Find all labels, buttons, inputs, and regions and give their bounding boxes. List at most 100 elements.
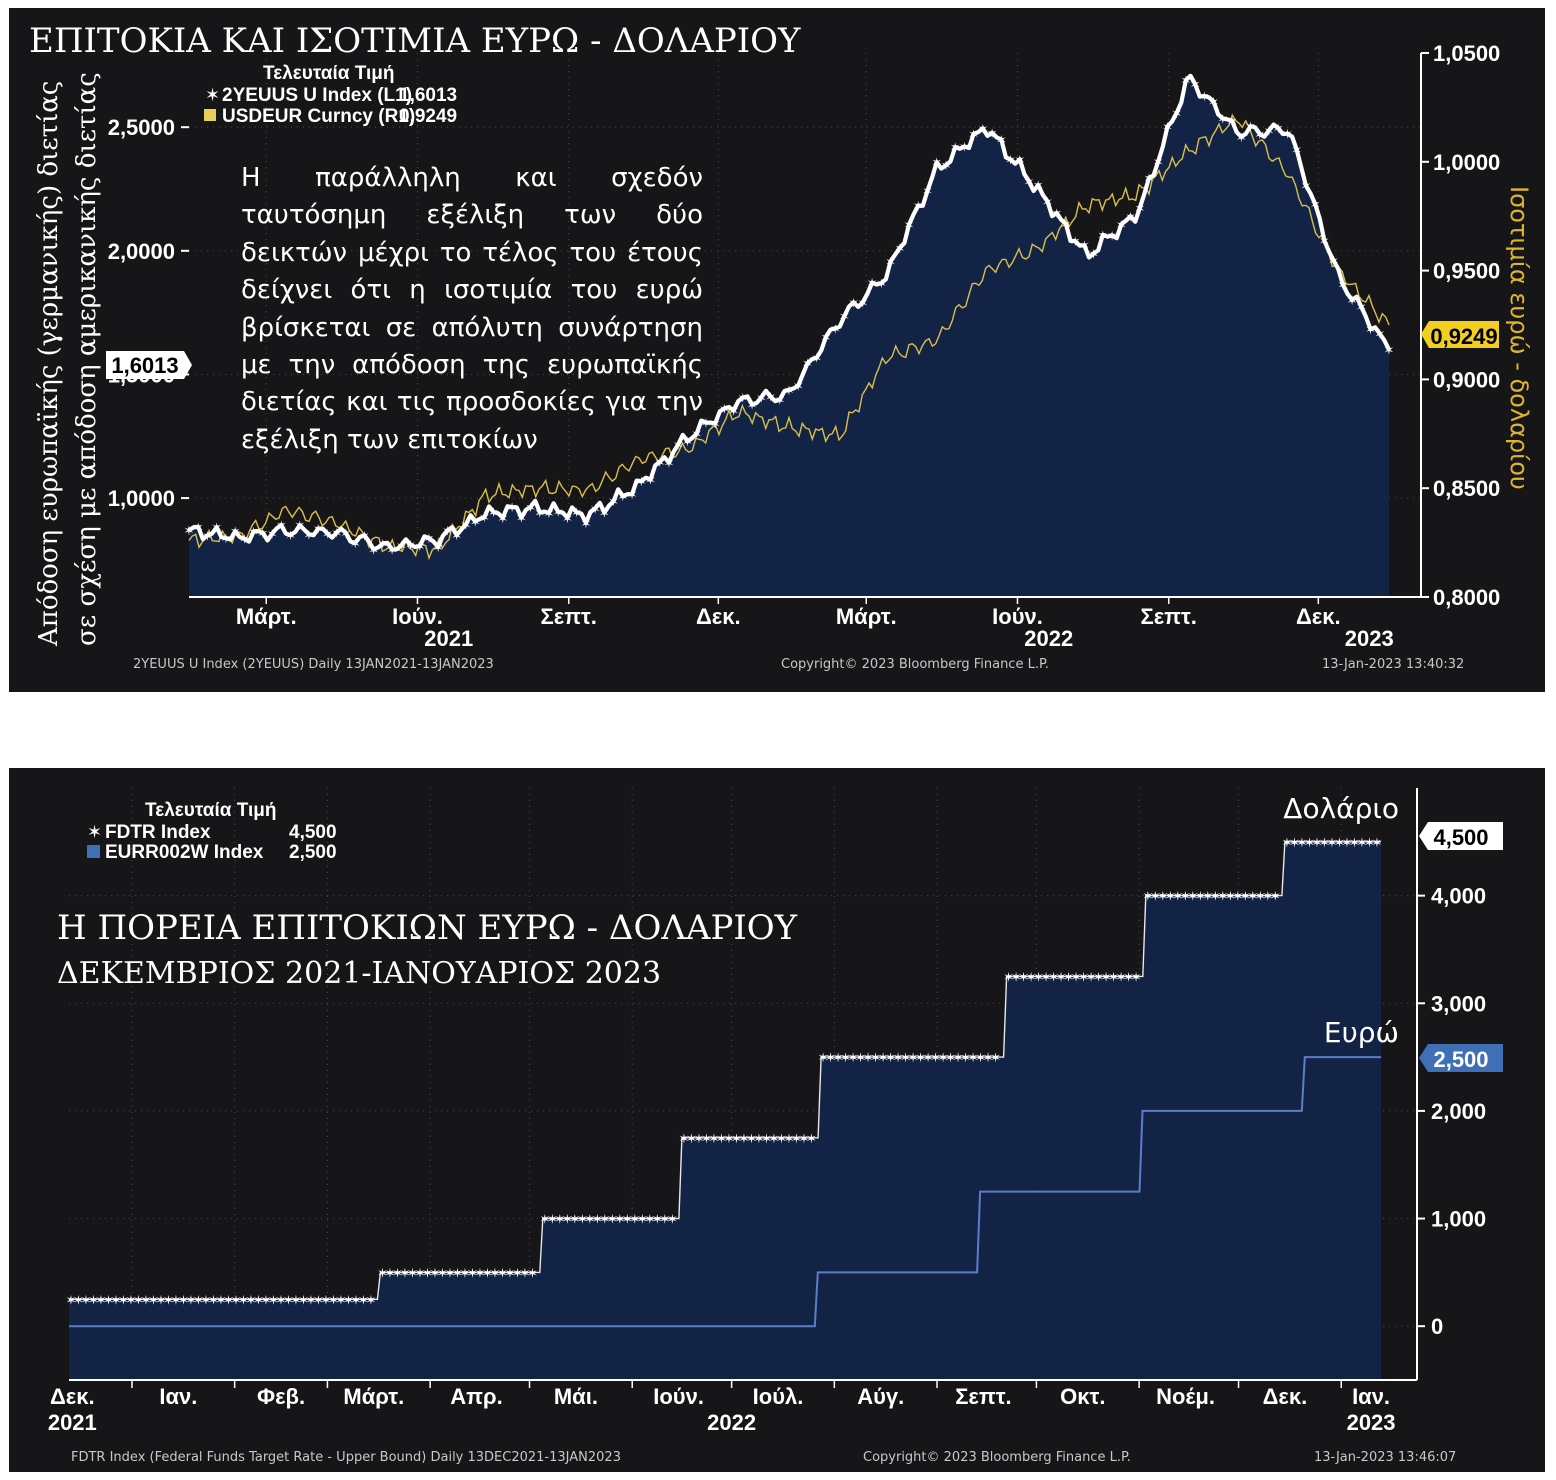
series-marker: ✶	[987, 126, 998, 141]
series-marker: ✶	[1088, 247, 1099, 262]
x-tick-label: Νοέμ.	[1156, 1384, 1215, 1409]
series-marker: ✶	[562, 511, 573, 526]
x-tick-label: Σεπτ.	[955, 1384, 1011, 1409]
series-marker: ✶	[793, 379, 804, 394]
year-label: 2021	[48, 1410, 97, 1435]
x-tick-label: Σεπτ.	[541, 604, 597, 629]
footer-copyright: Copyright© 2023 Bloomberg Finance L.P.	[781, 657, 1049, 672]
series-marker: ✶	[1282, 127, 1293, 142]
series-marker: ✶	[863, 1050, 874, 1065]
last-value-dollar: 4,500	[1433, 825, 1488, 850]
series-marker: ✶	[1349, 835, 1360, 850]
chart-panel-rates-fx: ✶ ✶ ✶ ✶ ✶ ✶ ✶ ✶ ✶ ✶ ✶ ✶ ✶ ✶ ✶ ✶ ✶ ✶ ✶ ✶ ✶ ✶ ✶ ✶ ✶ ✶ ✶ ✶ ✶ ✶ ✶ ✶ ✶ ✶ ✶ ✶ ✶ ✶ ✶ ✶…	[9, 8, 1545, 692]
y-axis-ticks: 0 1,000 2,000 3,000 4,000	[1417, 884, 1486, 1339]
series-marker: ✶	[1208, 95, 1219, 110]
series-marker: ✶	[691, 427, 702, 442]
series-marker: ✶	[407, 1265, 418, 1280]
series-marker: ✶	[539, 1212, 550, 1227]
x-tick-label: Δεκ.	[696, 604, 741, 629]
series-marker: ✶	[359, 528, 370, 543]
series-marker: ✶	[783, 1131, 794, 1146]
series-marker: ✶	[1364, 835, 1375, 850]
series-marker: ✶	[238, 1292, 249, 1307]
series-marker: ✶	[791, 1131, 802, 1146]
series-marker: ✶	[1217, 111, 1228, 126]
series-marker: ✶	[1165, 889, 1176, 904]
legend: Τελευταία Τιμή ✶ 2YEUUS U Index (L1) 1,6…	[204, 63, 457, 127]
x-tick-label: Μάρτ.	[236, 604, 297, 629]
series-marker: ✶	[1116, 217, 1127, 232]
series-marker: ✶	[731, 1131, 742, 1146]
series-marker: ✶	[387, 543, 398, 558]
series-marker: ✶	[1086, 969, 1097, 984]
series-marker: ✶	[584, 1212, 595, 1227]
series-marker: ✶	[930, 1050, 941, 1065]
series-marker: ✶	[784, 383, 795, 398]
y-tick-label: 2,000	[1431, 1099, 1486, 1124]
y-axis-left-title-line2: σε σχέση με απόδοση αμερικανικής διετίας	[72, 72, 102, 646]
year-label: 2022	[707, 1410, 756, 1435]
series-marker: ✶	[246, 1292, 257, 1307]
series-marker: ✶	[1063, 969, 1074, 984]
x-tick-label: Αύγ.	[857, 1384, 904, 1409]
series-marker: ✶	[659, 1212, 670, 1227]
series-marker: ✶	[405, 538, 416, 553]
series-marker: ✶	[855, 1050, 866, 1065]
series-marker: ✶	[231, 1292, 242, 1307]
year-label: 2022	[1024, 626, 1073, 651]
series-marker: ✶	[1107, 228, 1118, 243]
series-marker: ✶	[248, 524, 259, 539]
year-label: 2023	[1347, 1410, 1396, 1435]
series-marker: ✶	[276, 518, 287, 533]
series-marker: ✶	[1018, 969, 1029, 984]
series-marker: ✶	[534, 505, 545, 520]
year-labels: 2021 2022 2023	[424, 626, 1394, 651]
series-marker: ✶	[968, 1050, 979, 1065]
series-marker: ✶	[1300, 179, 1311, 194]
series-marker: ✶	[746, 1131, 757, 1146]
series-marker: ✶	[1180, 73, 1191, 88]
series-marker: ✶	[562, 1212, 573, 1227]
series-marker: ✶	[1108, 969, 1119, 984]
series-marker: ✶	[723, 1131, 734, 1146]
series-label-dollar: Δολάριο	[1283, 792, 1399, 825]
series-marker: ✶	[331, 525, 342, 540]
legend-header: Τελευταία Τιμή	[145, 800, 277, 821]
series-marker: ✶	[1356, 835, 1367, 850]
series-marker: ✶	[399, 1265, 410, 1280]
series-marker: ✶	[1341, 835, 1352, 850]
series-marker: ✶	[577, 1212, 588, 1227]
x-tick-label: Απρ.	[450, 1384, 502, 1409]
series-marker: ✶	[156, 1292, 167, 1307]
series-marker: ✶	[1060, 217, 1071, 232]
series-marker: ✶	[73, 1292, 84, 1307]
series-marker: ✶	[1199, 89, 1210, 104]
last-value-right: 0,9249	[1430, 324, 1497, 349]
footer-timestamp: 13-Jan-2023 13:40:32	[1322, 657, 1464, 672]
series-marker: ✶	[686, 1131, 697, 1146]
series-marker: ✶	[840, 1050, 851, 1065]
series-marker: ✶	[768, 1131, 779, 1146]
y-tick-label: 0	[1431, 1314, 1443, 1339]
series-marker: ✶	[88, 1292, 99, 1307]
series-marker: ✶	[230, 524, 241, 539]
series-marker: ✶	[141, 1292, 152, 1307]
series-marker: ✶	[201, 1292, 212, 1307]
series-marker: ✶	[96, 1292, 107, 1307]
series-marker: ✶	[1172, 889, 1183, 904]
chart-panel-policy-rates: ✶ ✶ ✶ ✶ ✶ ✶ ✶ ✶ ✶ ✶ ✶ ✶ ✶ ✶ ✶ ✶ ✶ ✶ ✶ ✶ ✶ ✶ ✶ ✶ ✶ ✶ ✶ ✶ ✶ ✶ ✶ ✶ ✶ ✶ ✶ ✶ ✶ ✶ ✶ ✶…	[9, 768, 1545, 1472]
series-marker: ✶	[765, 389, 776, 404]
series-marker: ✶	[738, 1131, 749, 1146]
series-marker: ✶	[1365, 322, 1376, 337]
series-marker: ✶	[913, 199, 924, 214]
series-marker: ✶	[802, 356, 813, 371]
series-marker: ✶	[1319, 234, 1330, 249]
series-marker: ✶	[753, 1131, 764, 1146]
series-marker: ✶	[1281, 835, 1292, 850]
x-axis-ticks: Μάρτ. Ιούν. Σεπτ. Δεκ. Μάρτ. Ιούν. Σεπτ. Δεκ.	[236, 597, 1341, 629]
series-marker: ✶	[975, 1050, 986, 1065]
series-marker: ✶	[1070, 234, 1081, 249]
series-marker: ✶	[1024, 174, 1035, 189]
series-marker: ✶	[1162, 119, 1173, 134]
series-marker: ✶	[358, 1292, 369, 1307]
